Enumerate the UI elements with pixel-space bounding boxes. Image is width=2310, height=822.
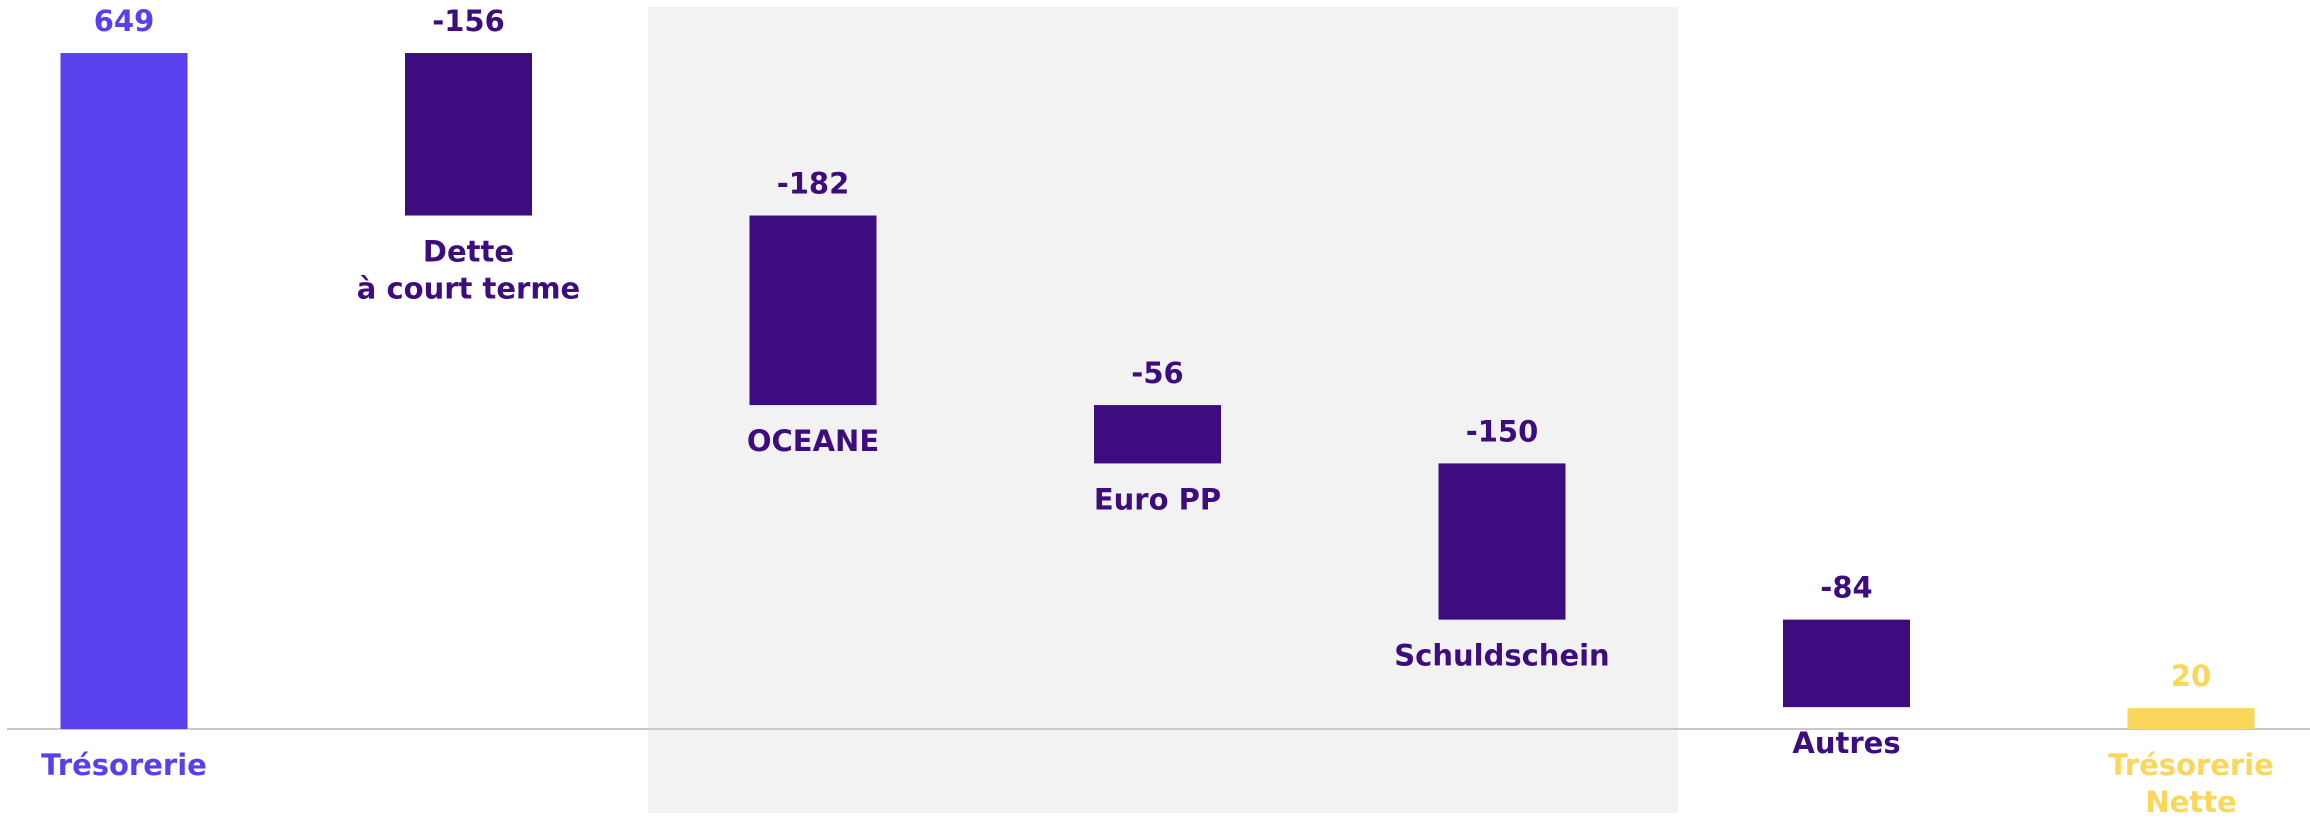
category-label-line: Euro PP <box>1094 482 1221 516</box>
value-label: -84 <box>1820 571 1872 605</box>
bar <box>2127 708 2255 729</box>
bar <box>1438 463 1566 620</box>
bar <box>1094 405 1221 464</box>
category-label-line: Autres <box>1792 726 1900 760</box>
category-label: OCEANE <box>747 424 879 458</box>
value-label: -150 <box>1466 414 1539 448</box>
category-label-line: Dette <box>423 235 514 269</box>
category-label: Trésorerie <box>41 748 207 782</box>
value-label: -56 <box>1131 356 1183 390</box>
category-label: Schuldschein <box>1394 639 1609 673</box>
bar <box>749 215 877 406</box>
category-label-line: Schuldschein <box>1394 639 1609 673</box>
category-label-line: Trésorerie <box>41 748 207 782</box>
category-label: Trésorerie Nette <box>2108 748 2274 819</box>
bar <box>1783 619 1910 708</box>
bar <box>60 53 188 729</box>
category-label-line: à court terme <box>357 272 580 306</box>
bar <box>405 53 532 216</box>
category-label: Euro PP <box>1094 482 1221 516</box>
value-label: -182 <box>777 167 850 201</box>
category-label-line: Nette <box>2145 785 2236 819</box>
value-label: 20 <box>2171 659 2211 693</box>
category-label-line: Trésorerie <box>2108 748 2274 782</box>
value-label: -156 <box>432 4 505 38</box>
category-label-line: OCEANE <box>747 424 879 458</box>
category-label: Autres <box>1792 726 1900 760</box>
value-label: 649 <box>94 4 155 38</box>
category-label: Dette à court terme <box>357 235 580 306</box>
